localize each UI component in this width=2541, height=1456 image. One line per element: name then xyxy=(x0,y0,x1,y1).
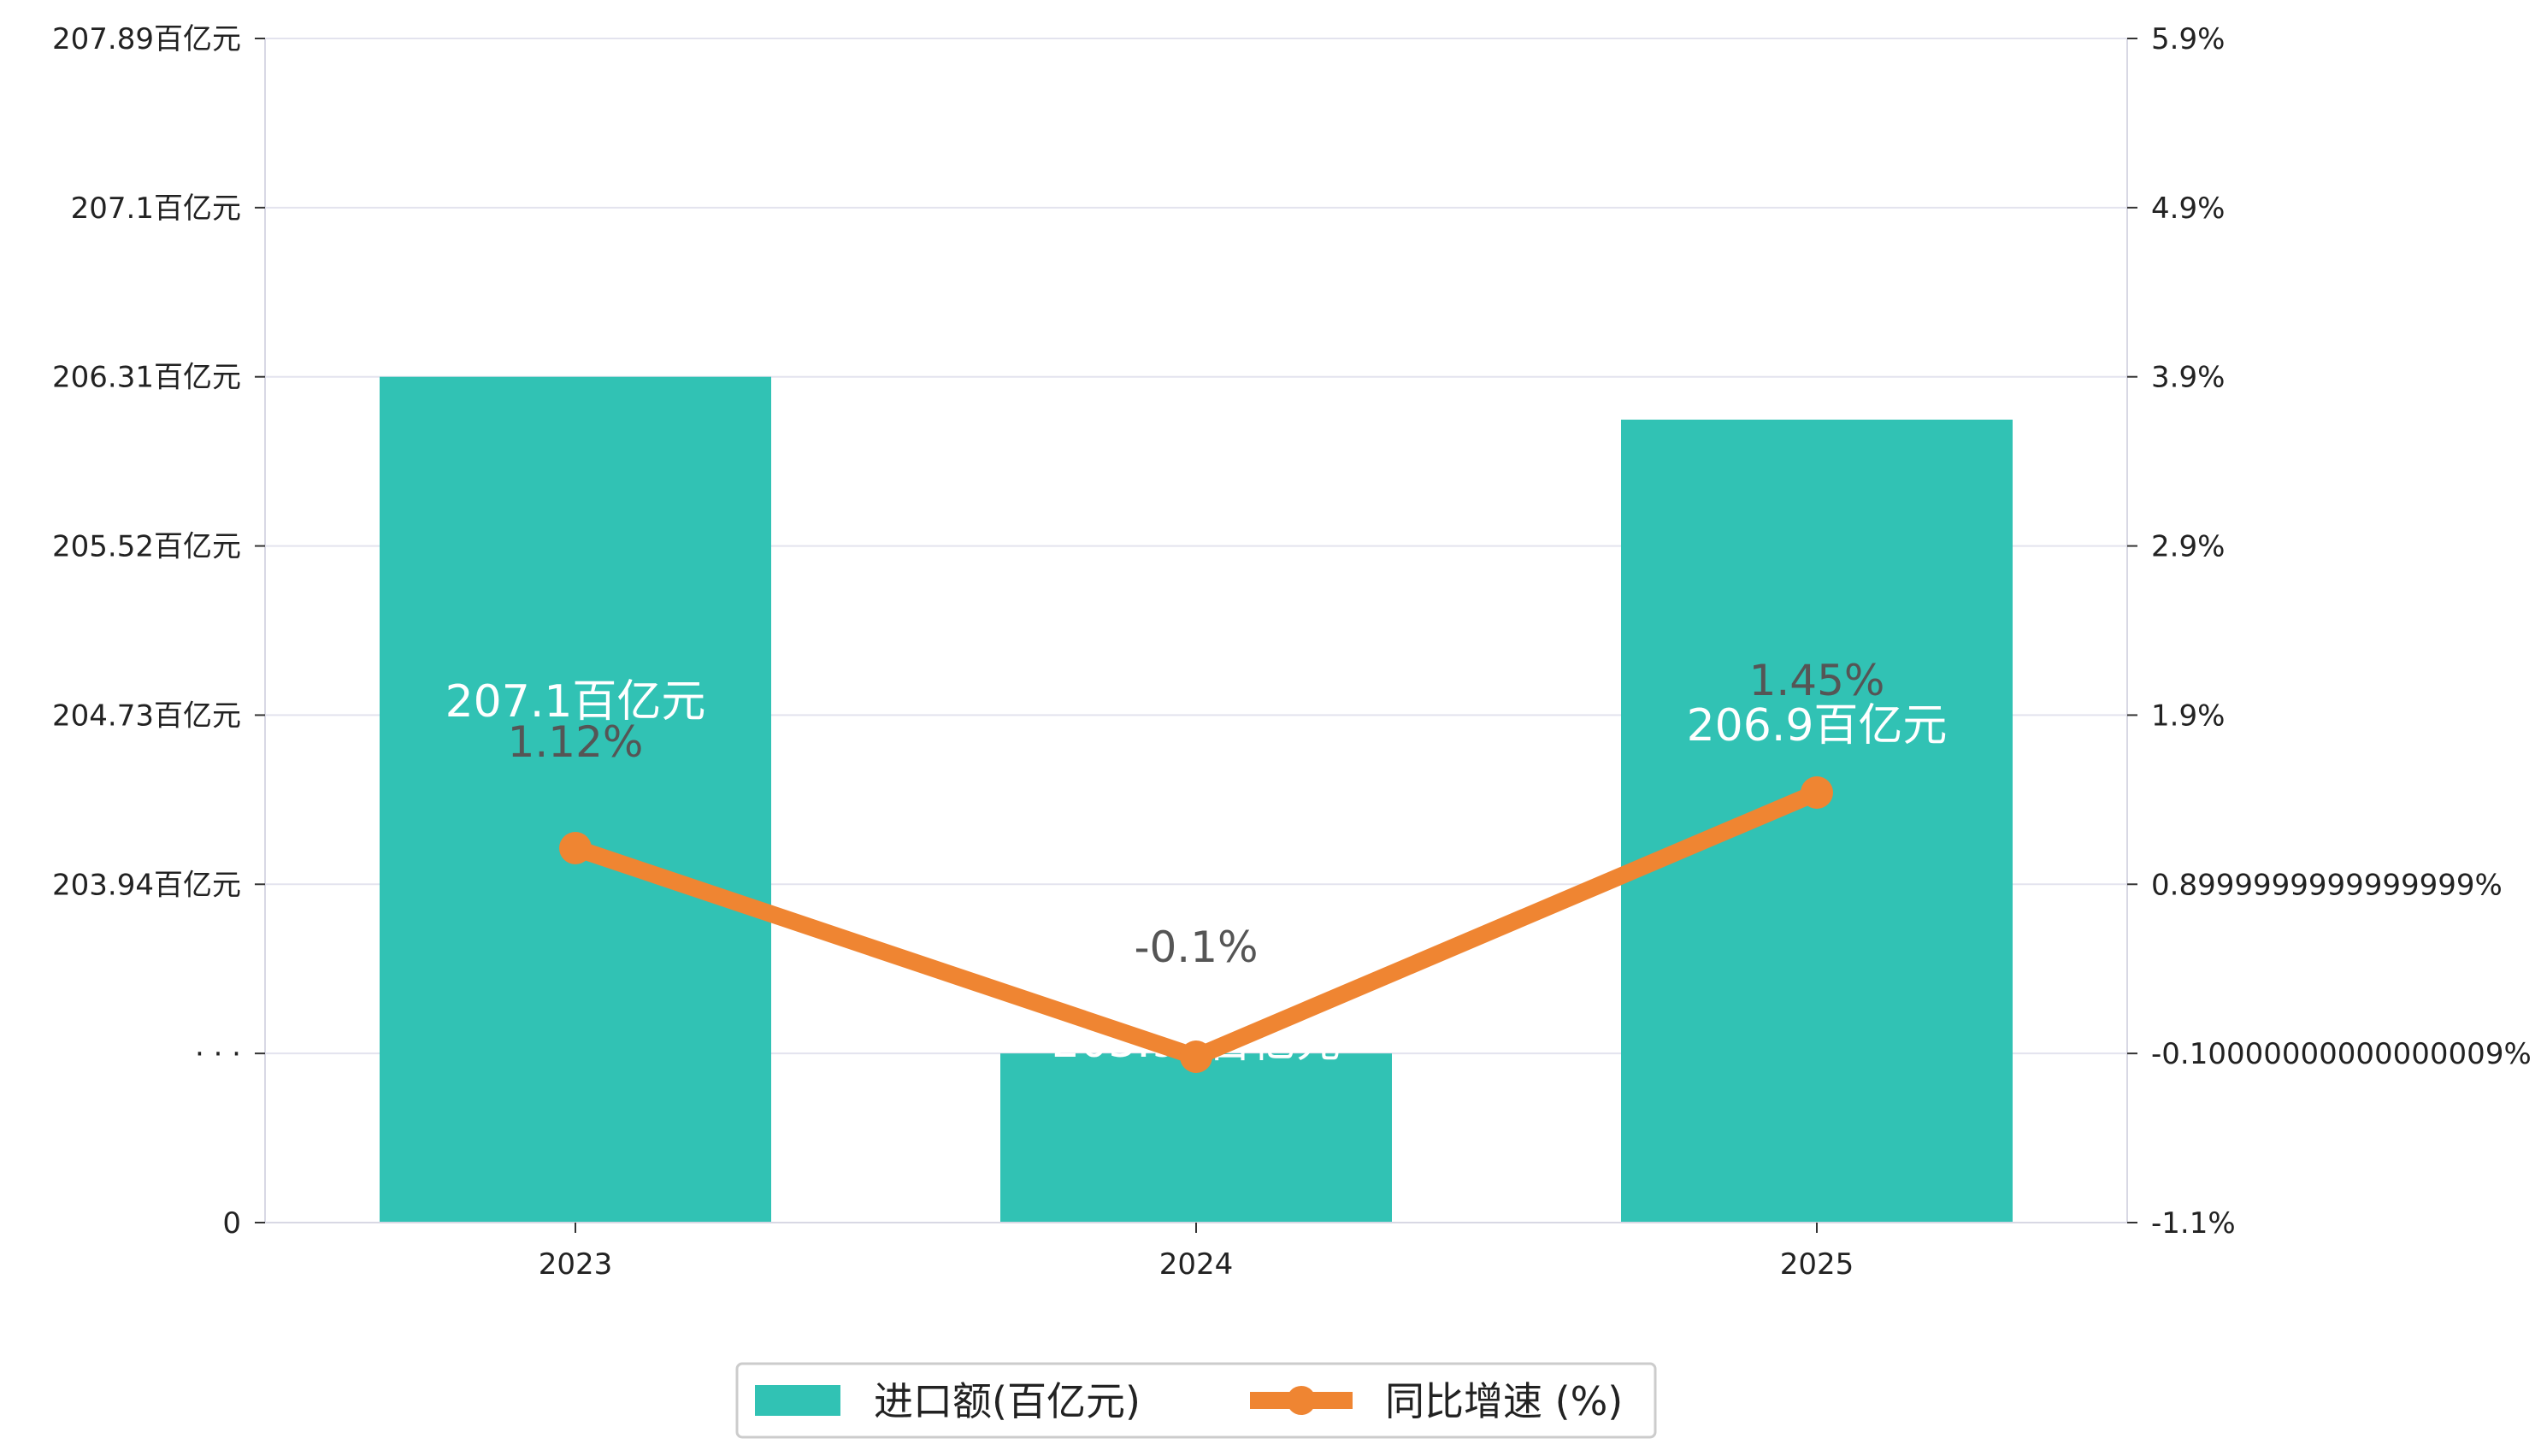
bar-series xyxy=(380,376,2013,1223)
left-tick-label: 206.31百亿元 xyxy=(52,361,241,395)
legend-line-marker xyxy=(1287,1386,1316,1415)
right-tick-label: 4.9% xyxy=(2151,192,2225,226)
left-tick-label: 207.89百亿元 xyxy=(52,22,241,56)
right-tick-label: -0.10000000000000009% xyxy=(2151,1037,2532,1071)
legend-bar-swatch xyxy=(755,1385,840,1416)
bar xyxy=(380,376,771,1223)
right-tick-label: 2.9% xyxy=(2151,530,2225,564)
bar xyxy=(1000,1053,1392,1223)
line-data-label: 1.12% xyxy=(508,717,644,767)
left-tick-label: 205.52百亿元 xyxy=(52,530,241,564)
bar xyxy=(1621,419,2013,1223)
right-axis-ticks: -1.1% -0.10000000000000009% 0.899999999999… xyxy=(2127,22,2532,1241)
left-tick-label: 207.1百亿元 xyxy=(71,192,241,226)
line-data-label: -0.1% xyxy=(1134,923,1258,972)
right-tick-label: 5.9% xyxy=(2151,22,2225,56)
left-tick-label: 204.73百亿元 xyxy=(52,699,241,733)
right-tick-label: 1.9% xyxy=(2151,699,2225,733)
line-series xyxy=(559,776,1833,1073)
x-axis-ticks: 2023 2024 2025 xyxy=(539,1223,1854,1282)
right-tick-label: 3.9% xyxy=(2151,361,2225,395)
left-tick-label: 0 xyxy=(222,1206,241,1241)
bar-data-label: 207.1百亿元 xyxy=(445,676,706,728)
x-tick-label: 2024 xyxy=(1159,1247,1234,1282)
legend-box xyxy=(735,1362,1657,1439)
x-tick-label: 2025 xyxy=(1780,1247,1854,1282)
right-tick-label: 0.8999999999999999% xyxy=(2151,868,2503,902)
growth-point xyxy=(1801,776,1833,809)
right-tick-label: -1.1% xyxy=(2151,1206,2236,1241)
line-data-labels: 1.12% -0.1% 1.45% xyxy=(508,656,1885,972)
legend-bar-label: 进口额(百亿元) xyxy=(874,1378,1141,1424)
left-tick-label: 203.94百亿元 xyxy=(52,868,241,902)
left-tick-label: · · · xyxy=(195,1037,241,1071)
legend: 进口额(百亿元) 同比增速 (%) xyxy=(735,1362,1657,1439)
line-data-label: 1.45% xyxy=(1749,656,1885,705)
x-tick-label: 2023 xyxy=(539,1247,613,1282)
growth-point xyxy=(1180,1040,1212,1073)
left-axis-ticks: 0 · · · 203.94百亿元 204.73百亿元 205.52百亿元 206.31百… xyxy=(52,22,265,1241)
growth-point xyxy=(559,832,592,864)
legend-line-label: 同比增速 (%) xyxy=(1385,1378,1623,1424)
bar-data-label: 206.9百亿元 xyxy=(1687,700,1948,752)
